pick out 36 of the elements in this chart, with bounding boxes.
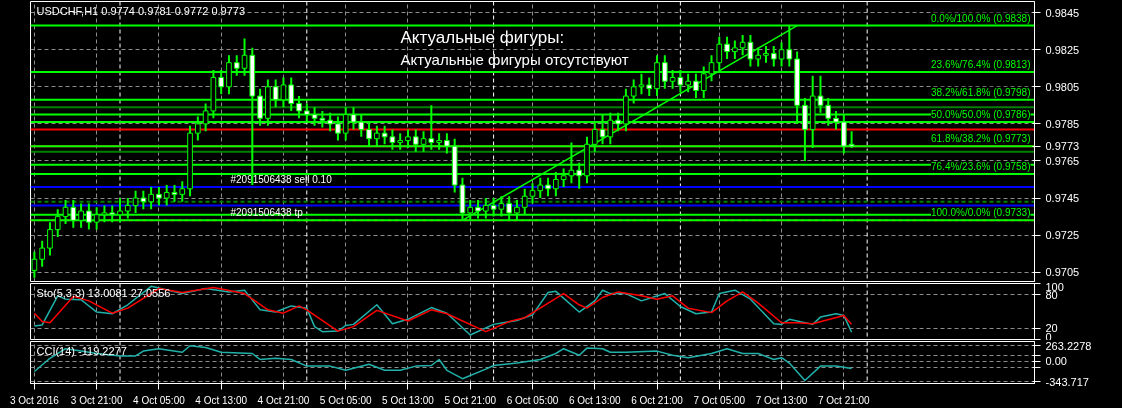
annotation: Актуальные фигуры отсутствуют (400, 50, 629, 68)
x-tick-label: 6 Oct 13:00 (568, 394, 622, 406)
annotation: Актуальные фигуры: (400, 27, 565, 47)
y-tick-label: 0.9805 (1045, 80, 1080, 93)
x-tick-label: 5 Oct 05:00 (319, 394, 372, 406)
ref-line-label: 0.0%/100.0% (0.9838) (930, 12, 1031, 24)
x-tick-label: 3 Oct 2016 (9, 394, 60, 406)
x-tick-label: 6 Oct 05:00 (506, 394, 559, 406)
x-tick-label: 7 Oct 21:00 (817, 394, 871, 406)
y-tick-label: 0.00 (1045, 355, 1067, 368)
y-tick-label: 263.2278 (1045, 339, 1092, 352)
x-tick-label: 4 Oct 13:00 (195, 394, 248, 406)
x-tick-label: 5 Oct 13:00 (382, 394, 435, 406)
y-tick-label: 0.9725 (1045, 229, 1080, 242)
x-tick-label: 6 Oct 21:00 (631, 394, 684, 406)
y-tick-label: 0.9785 (1045, 117, 1080, 130)
chart-title: USDCHF,H1 0.9774 0.9781 0.9772 0.9773 (36, 4, 246, 17)
y-tick-label: 0.9825 (1045, 43, 1080, 56)
x-tick-label: 4 Oct 21:00 (257, 394, 310, 406)
y-tick-label: 0.9765 (1045, 154, 1080, 167)
x-tick-label: 7 Oct 05:00 (693, 394, 746, 406)
y-tick-label: 0.9845 (1045, 6, 1080, 19)
ref-line-label: 100.0%/0.0% (0.9733) (930, 207, 1031, 219)
x-tick-label: 4 Oct 05:00 (133, 394, 186, 406)
y-tick-label: -343.717 (1045, 375, 1089, 388)
y-tick-label: 0.9773 (1045, 140, 1080, 153)
ref-line-label: 38.2%/61.8% (0.9798) (930, 86, 1031, 98)
ref-line-label: 23.6%/76.4% (0.9813) (930, 58, 1031, 70)
x-tick-label: 5 Oct 21:00 (444, 394, 497, 406)
ref-line-label: 61.8%/38.2% (0.9773) (930, 133, 1031, 145)
ref-line-label: 50.0%/50.0% (0.9786) (930, 109, 1031, 121)
x-tick-label: 3 Oct 21:00 (70, 394, 123, 406)
ref-line-label: 76.4%/23.6% (0.9758) (930, 160, 1031, 172)
y-tick-label: 0.9705 (1045, 266, 1080, 279)
x-tick-label: 7 Oct 13:00 (755, 394, 808, 406)
y-tick-label: 0.9745 (1045, 192, 1080, 205)
